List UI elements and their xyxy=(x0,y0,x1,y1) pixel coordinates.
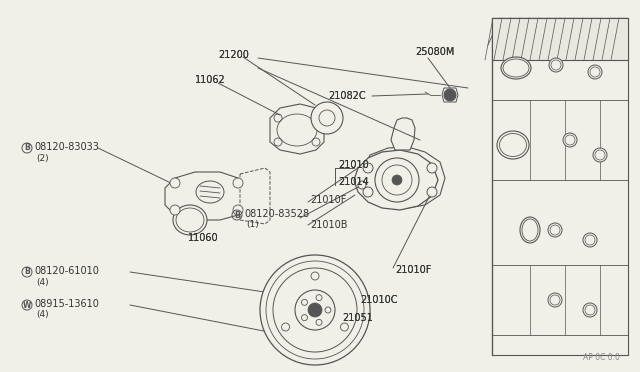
Circle shape xyxy=(548,223,562,237)
Circle shape xyxy=(316,320,322,326)
Text: 21010F: 21010F xyxy=(310,195,346,205)
Circle shape xyxy=(427,163,437,173)
Circle shape xyxy=(548,293,562,307)
Text: (2): (2) xyxy=(36,154,49,163)
Polygon shape xyxy=(442,88,458,102)
Text: 21200: 21200 xyxy=(218,50,249,60)
Polygon shape xyxy=(354,150,438,210)
Text: (4): (4) xyxy=(36,311,49,320)
Circle shape xyxy=(233,205,243,215)
Ellipse shape xyxy=(520,217,540,243)
Circle shape xyxy=(308,303,322,317)
Circle shape xyxy=(301,299,307,305)
Circle shape xyxy=(375,158,419,202)
Text: 21010F: 21010F xyxy=(395,265,431,275)
Polygon shape xyxy=(240,168,270,224)
Circle shape xyxy=(549,58,563,72)
Circle shape xyxy=(170,178,180,188)
Circle shape xyxy=(260,255,370,365)
Circle shape xyxy=(583,233,597,247)
Text: (1): (1) xyxy=(246,221,259,230)
Text: 21014: 21014 xyxy=(338,177,369,187)
Text: 21010B: 21010B xyxy=(310,220,348,230)
Circle shape xyxy=(233,178,243,188)
Circle shape xyxy=(316,295,322,301)
Circle shape xyxy=(358,181,366,189)
Polygon shape xyxy=(362,147,445,208)
Text: 21010: 21010 xyxy=(338,160,369,170)
Circle shape xyxy=(363,163,373,173)
Text: B: B xyxy=(234,211,240,219)
Circle shape xyxy=(588,65,602,79)
Polygon shape xyxy=(492,18,628,60)
Ellipse shape xyxy=(497,131,529,159)
Text: B: B xyxy=(24,144,30,153)
Circle shape xyxy=(583,303,597,317)
Text: 21051: 21051 xyxy=(342,313,373,323)
Text: W: W xyxy=(23,301,31,310)
Circle shape xyxy=(311,102,343,134)
Text: 21010F: 21010F xyxy=(395,265,431,275)
Text: 21051: 21051 xyxy=(342,313,373,323)
Text: 21082C: 21082C xyxy=(328,91,365,101)
Circle shape xyxy=(392,175,402,185)
Text: 21200: 21200 xyxy=(218,50,249,60)
Circle shape xyxy=(444,89,456,101)
Circle shape xyxy=(295,290,335,330)
Text: 21014: 21014 xyxy=(338,177,369,187)
Ellipse shape xyxy=(173,205,207,235)
Circle shape xyxy=(325,307,331,313)
Text: 21082C: 21082C xyxy=(328,91,365,101)
Circle shape xyxy=(427,187,437,197)
Circle shape xyxy=(563,133,577,147)
Circle shape xyxy=(301,315,307,321)
Text: 25080M: 25080M xyxy=(415,47,454,57)
Text: (4): (4) xyxy=(36,278,49,286)
Text: 08120-61010: 08120-61010 xyxy=(34,266,99,276)
Circle shape xyxy=(363,187,373,197)
Text: 08120-83033: 08120-83033 xyxy=(34,142,99,152)
Text: 11062: 11062 xyxy=(195,75,226,85)
Text: 25080M: 25080M xyxy=(415,47,454,57)
Circle shape xyxy=(593,148,607,162)
Circle shape xyxy=(170,205,180,215)
Text: 11060: 11060 xyxy=(188,233,219,243)
Polygon shape xyxy=(391,118,415,150)
Text: B: B xyxy=(24,267,30,276)
Text: 08120-83528: 08120-83528 xyxy=(244,209,309,219)
Polygon shape xyxy=(165,172,245,220)
Text: 11060: 11060 xyxy=(188,233,219,243)
Circle shape xyxy=(273,268,357,352)
Polygon shape xyxy=(270,104,324,154)
Text: 21010: 21010 xyxy=(338,160,369,170)
Text: 21010C: 21010C xyxy=(360,295,397,305)
Text: 08915-13610: 08915-13610 xyxy=(34,299,99,309)
Polygon shape xyxy=(492,18,628,355)
Ellipse shape xyxy=(501,57,531,79)
Text: 21010C: 21010C xyxy=(360,295,397,305)
Text: AP 0C 0.0: AP 0C 0.0 xyxy=(583,353,620,362)
Text: 11062: 11062 xyxy=(195,75,226,85)
